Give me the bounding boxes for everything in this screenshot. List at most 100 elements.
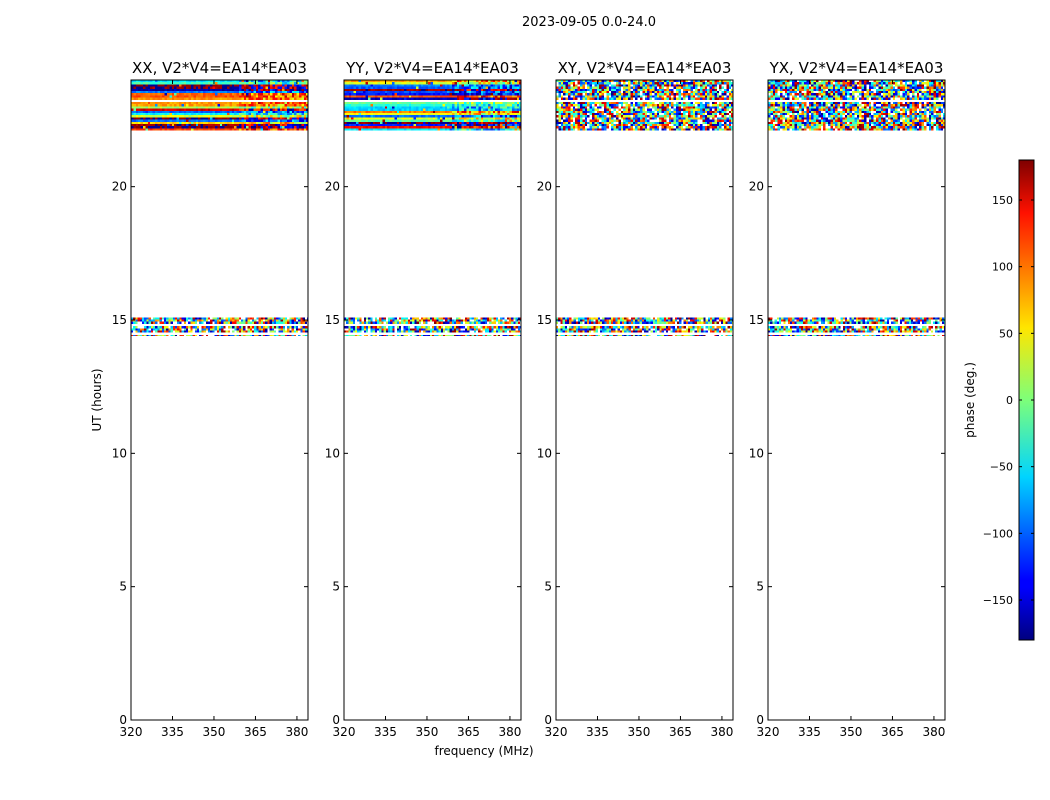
heatmap-cell xyxy=(169,108,172,111)
heatmap-cell xyxy=(293,317,296,320)
heatmap-cell xyxy=(640,80,643,83)
heatmap-cell xyxy=(519,115,521,118)
heatmap-cell xyxy=(375,124,378,127)
heatmap-cell xyxy=(197,326,200,329)
heatmap-cell xyxy=(225,330,228,333)
heatmap-cell xyxy=(512,106,515,109)
heatmap-cell xyxy=(203,88,206,91)
heatmap-cell xyxy=(133,126,136,129)
heatmap-cell xyxy=(516,84,520,87)
heatmap-cell xyxy=(356,108,359,111)
heatmap-cell xyxy=(138,121,141,124)
heatmap-cell xyxy=(188,108,191,111)
heatmap-cell xyxy=(346,106,349,109)
heatmap-cell xyxy=(188,84,191,87)
heatmap-cell xyxy=(171,115,175,118)
heatmap-cell xyxy=(440,115,443,118)
heatmap-cell xyxy=(344,86,347,89)
heatmap-cell xyxy=(420,104,424,107)
heatmap-cell xyxy=(456,115,460,118)
heatmap-cell xyxy=(164,121,167,124)
heatmap-cell xyxy=(199,330,202,333)
heatmap-cell xyxy=(253,102,256,105)
heatmap-cell xyxy=(256,334,259,336)
heatmap-cell xyxy=(243,326,246,329)
heatmap-cell xyxy=(396,115,400,118)
heatmap-cell xyxy=(366,326,369,329)
heatmap-cell xyxy=(296,108,299,111)
heatmap-cell xyxy=(344,80,347,83)
heatmap-cell xyxy=(181,119,184,122)
heatmap-cell xyxy=(478,117,481,120)
heatmap-cell xyxy=(231,88,235,91)
heatmap-cell xyxy=(265,88,268,91)
heatmap-cell xyxy=(452,86,455,89)
heatmap-cell xyxy=(298,317,301,320)
heatmap-cell xyxy=(447,95,450,98)
heatmap-cell xyxy=(260,126,263,129)
heatmap-cell xyxy=(205,321,208,324)
heatmap-cell xyxy=(624,321,627,324)
heatmap-cell xyxy=(236,330,239,333)
heatmap-cell xyxy=(663,319,666,322)
heatmap-cell xyxy=(429,328,432,331)
heatmap-cell xyxy=(388,334,391,336)
heatmap-cell xyxy=(224,97,227,100)
heatmap-cell xyxy=(485,121,488,124)
heatmap-cell xyxy=(406,110,409,113)
heatmap-cell xyxy=(493,321,496,324)
heatmap-cell xyxy=(195,97,199,100)
heatmap-cell xyxy=(639,334,642,336)
heatmap-cell xyxy=(447,86,450,89)
heatmap-cell xyxy=(564,326,567,329)
heatmap-cell xyxy=(416,108,419,111)
heatmap-cell xyxy=(430,117,433,120)
heatmap-cell xyxy=(344,326,347,329)
heatmap-cell xyxy=(626,321,629,324)
heatmap-cell xyxy=(504,106,508,109)
heatmap-cell xyxy=(372,106,376,109)
heatmap-cell xyxy=(411,106,414,109)
heatmap-cell xyxy=(296,326,299,329)
heatmap-cell xyxy=(143,91,146,94)
heatmap-cell xyxy=(466,124,469,127)
heatmap-cell xyxy=(375,91,378,94)
heatmap-cell xyxy=(253,113,256,116)
heatmap-cell xyxy=(210,80,213,83)
heatmap-cell xyxy=(210,326,213,329)
heatmap-cell xyxy=(131,88,134,91)
heatmap-cell xyxy=(374,317,377,320)
heatmap-cell xyxy=(284,108,287,111)
heatmap-cell xyxy=(284,84,287,87)
heatmap-cell xyxy=(428,119,431,122)
heatmap-cell xyxy=(138,91,141,94)
heatmap-cell xyxy=(442,102,445,105)
x-tick-label: 380 xyxy=(498,725,521,739)
heatmap-cell xyxy=(236,91,239,94)
heatmap-cell xyxy=(260,328,263,331)
heatmap-cell xyxy=(646,319,649,322)
heatmap-cell xyxy=(188,97,191,100)
heatmap-cell xyxy=(300,330,303,333)
heatmap-cell xyxy=(194,334,197,336)
heatmap-cell xyxy=(265,121,268,124)
heatmap-cell xyxy=(712,326,715,329)
heatmap-cell xyxy=(464,88,467,91)
heatmap-cell xyxy=(195,126,199,129)
heatmap-cell xyxy=(644,80,648,83)
heatmap-cell xyxy=(348,80,352,83)
heatmap-cell xyxy=(382,95,385,98)
heatmap-cell xyxy=(170,326,173,329)
heatmap-cell xyxy=(407,326,410,329)
heatmap-cell xyxy=(241,110,244,113)
heatmap-cell xyxy=(661,330,664,333)
heatmap-cell xyxy=(215,84,218,87)
heatmap-cell xyxy=(188,334,191,336)
heatmap-cell xyxy=(174,91,177,94)
heatmap-cell xyxy=(602,330,605,333)
heatmap-cell xyxy=(595,321,598,324)
heatmap-cell xyxy=(672,330,675,333)
heatmap-cell xyxy=(465,334,468,336)
heatmap-cell xyxy=(454,328,457,331)
heatmap-cell xyxy=(366,328,369,331)
